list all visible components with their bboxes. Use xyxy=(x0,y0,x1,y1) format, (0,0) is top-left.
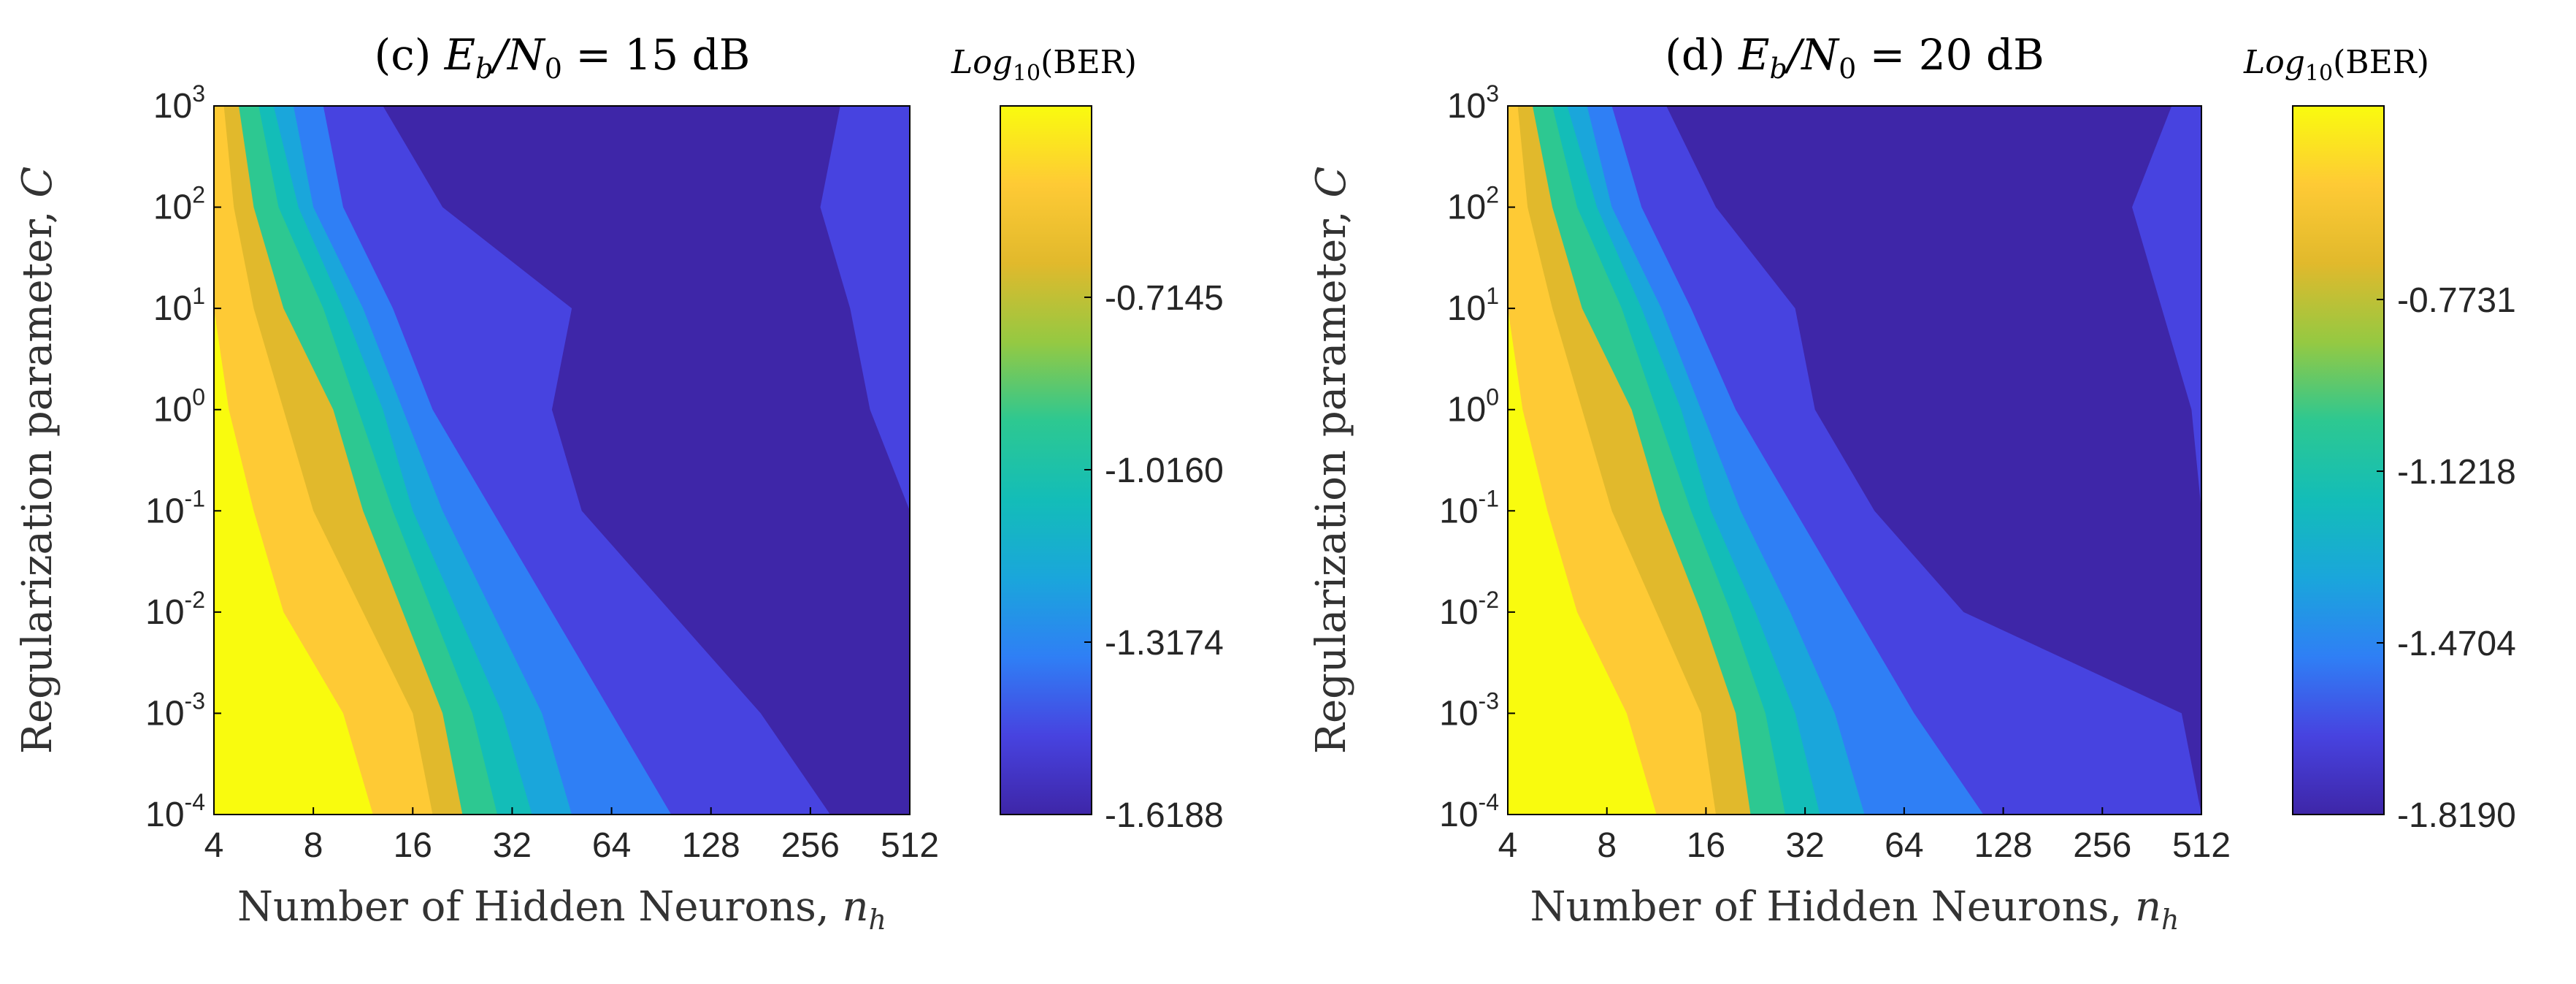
x-tick-label: 32 xyxy=(1785,826,1824,865)
x-tick-label: 16 xyxy=(1687,826,1725,865)
x-tick-label: 64 xyxy=(1885,826,1923,865)
y-tick-label: 102 xyxy=(1447,182,1499,227)
contour-field xyxy=(214,106,910,815)
y-tick-label: 10-4 xyxy=(145,789,205,834)
x-tick-label: 512 xyxy=(881,826,939,865)
y-tick-label: 10-2 xyxy=(145,587,205,632)
x-tick-label: 64 xyxy=(592,826,631,865)
x-axis-label: Number of Hidden Neurons, nh xyxy=(237,883,886,936)
y-tick-label: 102 xyxy=(153,182,205,227)
colorbar-tick-label: -1.0160 xyxy=(1105,451,1224,490)
axes-box xyxy=(1507,105,2202,815)
colorbar-tick-label: -0.7145 xyxy=(1105,279,1224,318)
y-tick-label: 10-4 xyxy=(1439,789,1499,834)
axes-box xyxy=(213,105,911,815)
y-tick-label: 10-1 xyxy=(145,485,205,530)
colorbar xyxy=(1000,105,1092,815)
y-tick-label: 10-3 xyxy=(145,687,205,733)
x-tick-label: 32 xyxy=(493,826,532,865)
panel-title: (c) Eb/N0 = 15 dB xyxy=(375,30,751,85)
y-axis-label: Regularization parameter, C xyxy=(1308,167,1355,754)
colorbar-tick-label: -1.6188 xyxy=(1105,796,1224,835)
y-tick-label: 101 xyxy=(1447,283,1499,328)
x-tick-label: 256 xyxy=(2073,826,2131,865)
contour-region-yellow xyxy=(1508,106,1657,815)
panel-c: 4 8 16 32 64 128 256 512 103 102 101 100 10-1 10-2 10-… xyxy=(14,30,1224,936)
x-tick-label: 256 xyxy=(781,826,840,865)
x-tick-label: 128 xyxy=(1974,826,2033,865)
contour-region-secondary xyxy=(2132,106,2201,511)
x-tick-label: 16 xyxy=(394,826,432,865)
y-tick-label: 10-1 xyxy=(1439,485,1499,530)
colorbar-tick-label: -1.8190 xyxy=(2397,796,2516,835)
colorbar-label: Log10(BER) xyxy=(2243,44,2429,86)
x-axis-label: Number of Hidden Neurons, nh xyxy=(1530,883,2179,936)
y-tick-label: 101 xyxy=(153,283,205,328)
y-tick-label: 103 xyxy=(1447,80,1499,126)
colorbar-label: Log10(BER) xyxy=(951,44,1137,86)
x-tick-label: 4 xyxy=(204,826,224,865)
y-tick-label: 10-3 xyxy=(1439,687,1499,733)
x-tick-label: 512 xyxy=(2172,826,2231,865)
contour-field xyxy=(1508,106,2201,815)
y-tick-label: 100 xyxy=(1447,384,1499,430)
x-tick-label: 8 xyxy=(304,826,323,865)
x-tick-label: 128 xyxy=(682,826,740,865)
contour-region-secondary xyxy=(820,106,910,511)
y-tick-label: 103 xyxy=(153,80,205,126)
colorbar-tick-label: -1.3174 xyxy=(1105,624,1224,663)
y-tick-label: 10-2 xyxy=(1439,587,1499,632)
contour-region-yellow xyxy=(214,106,373,815)
colorbar xyxy=(2292,105,2385,815)
y-tick-label: 100 xyxy=(153,384,205,430)
colorbar-tick-label: -1.4704 xyxy=(2397,625,2516,663)
panel-d: 4 8 16 32 64 128 256 512 103 102 101 100 10-1 10-2 10-… xyxy=(1308,30,2516,936)
panel-title: (d) Eb/N0 = 20 dB xyxy=(1665,30,2044,85)
colorbar-tick-label: -0.7731 xyxy=(2397,281,2516,320)
x-tick-label: 4 xyxy=(1498,826,1518,865)
y-axis-label: Regularization parameter, C xyxy=(14,167,61,754)
colorbar-tick-label: -1.1218 xyxy=(2397,453,2516,492)
x-tick-label: 8 xyxy=(1597,826,1617,865)
